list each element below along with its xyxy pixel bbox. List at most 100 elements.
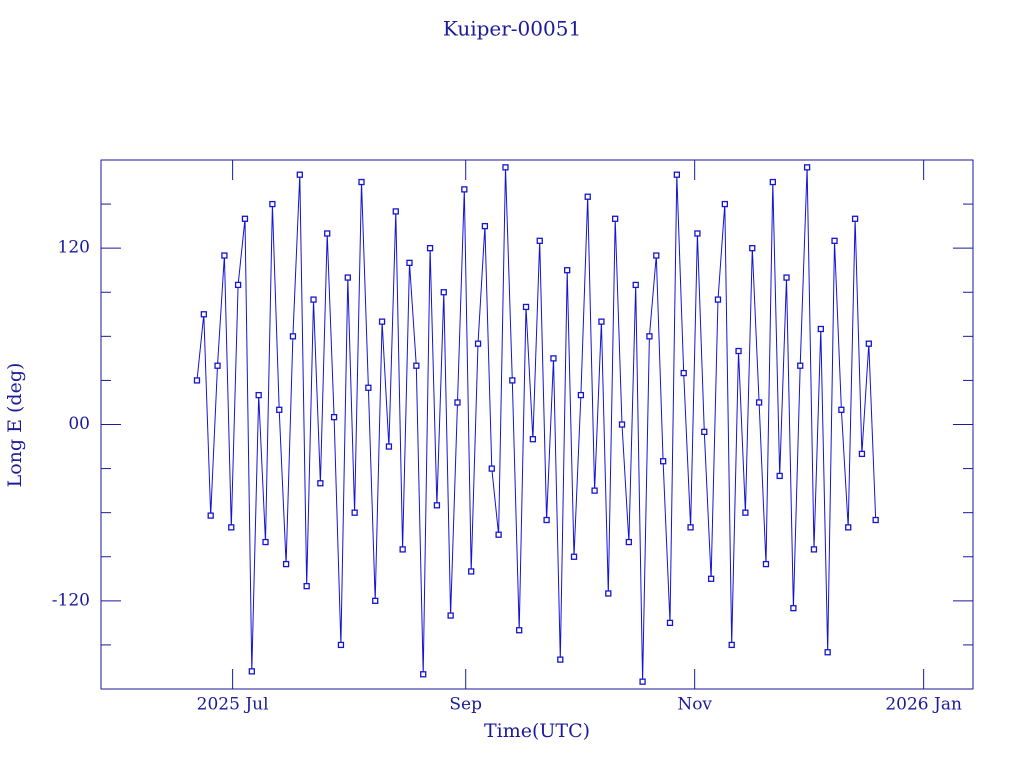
x-axis-label: Time(UTC) — [484, 720, 590, 742]
data-point — [317, 480, 324, 487]
data-point — [214, 362, 221, 369]
data-point — [468, 568, 475, 575]
data-point — [851, 215, 859, 222]
x-tick-label: 2026 Jan — [885, 695, 962, 715]
data-point — [324, 230, 331, 237]
data-point — [502, 164, 509, 171]
data-point — [351, 509, 358, 516]
data-point — [707, 575, 715, 582]
data-point — [591, 487, 598, 494]
data-point — [221, 252, 228, 259]
data-point — [228, 524, 235, 531]
data-point — [612, 215, 619, 222]
data-point — [742, 509, 749, 516]
data-point — [413, 362, 420, 369]
data-point — [721, 200, 728, 208]
data-point — [372, 597, 379, 604]
data-point — [392, 208, 399, 215]
data-point — [598, 318, 605, 325]
data-point — [755, 399, 763, 406]
data-point — [454, 399, 461, 406]
data-point — [680, 369, 687, 377]
plot-area — [193, 164, 879, 685]
x-tick-label: Nov — [677, 695, 712, 715]
data-point — [714, 296, 722, 303]
data-point — [276, 406, 283, 413]
data-point — [378, 318, 386, 325]
x-tick-label: Sep — [449, 695, 482, 715]
data-point — [646, 333, 653, 340]
data-point — [399, 546, 406, 553]
y-axis-label: Long E (deg) — [4, 363, 26, 488]
y-tick-label: 120 — [58, 238, 90, 258]
data-point — [433, 502, 441, 509]
data-point — [790, 605, 797, 612]
data-point — [653, 252, 660, 259]
data-point — [845, 524, 852, 531]
x-tick-label: 2025 Jul — [197, 695, 269, 715]
data-point — [344, 274, 351, 281]
data-point — [831, 237, 838, 244]
data-point — [509, 377, 516, 384]
data-point — [337, 641, 345, 649]
data-point — [536, 237, 543, 244]
data-point — [516, 627, 523, 634]
data-point — [303, 582, 310, 590]
data-point — [522, 303, 530, 311]
data-point — [248, 668, 255, 675]
data-point — [474, 340, 482, 347]
data-point — [625, 538, 633, 546]
data-point — [728, 641, 735, 649]
data-point — [659, 458, 667, 465]
data-point — [570, 553, 578, 560]
data-point — [769, 178, 776, 186]
data-point — [310, 296, 317, 303]
data-point — [420, 671, 427, 678]
data-point — [694, 230, 701, 237]
data-point — [618, 421, 626, 428]
data-point — [426, 245, 434, 252]
data-point — [406, 259, 413, 267]
data-point — [673, 171, 680, 178]
data-point — [872, 516, 879, 524]
data-point — [262, 538, 269, 546]
data-point — [365, 384, 372, 391]
data-point — [529, 436, 537, 443]
data-point — [824, 649, 831, 656]
chart-title: Kuiper-00051 — [443, 17, 581, 41]
data-point — [440, 289, 447, 296]
data-point — [838, 406, 845, 413]
data-point — [543, 516, 550, 524]
data-point — [639, 678, 646, 685]
data-point — [803, 164, 811, 171]
y-tick-label: 00 — [68, 414, 90, 434]
data-point — [666, 619, 674, 627]
data-line — [196, 167, 877, 682]
data-point — [564, 267, 571, 274]
data-point — [701, 428, 708, 435]
data-point — [687, 524, 694, 531]
data-point — [557, 656, 564, 663]
data-point — [447, 612, 454, 619]
data-point — [735, 347, 742, 355]
data-point — [632, 281, 639, 289]
data-point — [289, 333, 297, 340]
data-point — [577, 391, 585, 399]
data-point — [358, 178, 365, 186]
data-point — [330, 414, 338, 421]
data-point — [193, 377, 201, 384]
data-point — [200, 311, 207, 318]
data-point — [207, 512, 214, 519]
data-point — [858, 450, 866, 458]
data-point — [749, 245, 756, 252]
data-point — [461, 186, 468, 193]
data-point — [234, 281, 242, 289]
data-point — [495, 531, 502, 538]
data-point — [481, 222, 489, 230]
data-point — [817, 325, 824, 333]
data-point — [488, 465, 495, 472]
data-point — [776, 472, 783, 480]
data-point — [605, 590, 612, 597]
data-point — [783, 274, 790, 281]
